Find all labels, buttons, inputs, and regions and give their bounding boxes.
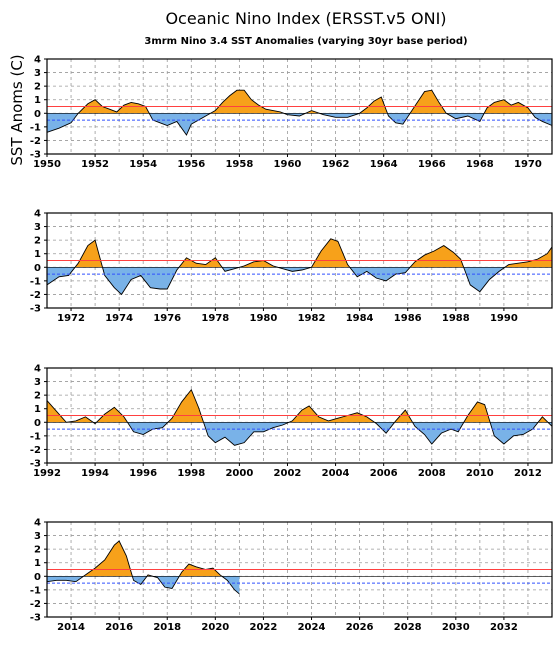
- x-tick-label: 1982: [298, 313, 326, 324]
- x-tick-label: 1956: [177, 159, 205, 170]
- x-tick-label: 2002: [274, 468, 302, 479]
- y-tick-label: 1: [34, 404, 41, 415]
- y-tick-label: 4: [34, 55, 41, 66]
- x-tick-label: 1964: [370, 159, 398, 170]
- y-tick-label: 3: [34, 222, 41, 233]
- x-tick-label: 1960: [274, 159, 302, 170]
- positive-anomaly-area: [47, 90, 552, 135]
- x-tick-label: 1962: [322, 159, 350, 170]
- x-tick-label: 2016: [105, 622, 133, 633]
- y-tick-label: 1: [34, 558, 41, 569]
- y-tick-label: 0: [34, 418, 41, 429]
- x-tick-label: 1994: [81, 468, 109, 479]
- x-tick-label: 2028: [394, 622, 422, 633]
- x-tick-label: 1986: [394, 313, 422, 324]
- chart-subtitle: 3mrm Nino 3.4 SST Anomalies (varying 30y…: [144, 36, 467, 47]
- x-tick-label: 2000: [225, 468, 253, 479]
- chart-title: Oceanic Nino Index (ERSST.v5 ONI): [165, 9, 446, 28]
- negative-anomaly-area: [47, 239, 552, 295]
- x-tick-label: 1966: [418, 159, 446, 170]
- x-tick-label: 2010: [466, 468, 494, 479]
- x-tick-label: 2008: [418, 468, 446, 479]
- y-tick-label: -3: [30, 304, 41, 315]
- y-tick-label: -3: [30, 613, 41, 624]
- y-tick-label: -2: [30, 445, 41, 456]
- positive-anomaly-area: [47, 390, 552, 446]
- x-tick-label: 2026: [346, 622, 374, 633]
- x-tick-label: 1952: [81, 159, 109, 170]
- y-axis-label: SST Anoms (C): [8, 54, 26, 165]
- x-tick-label: 2012: [514, 468, 542, 479]
- panel-4: -3 -2 -1 0 1 2 3 4 2014 2016 2018 2020 2022 2024 2026 2…: [30, 518, 552, 634]
- x-tick-label: 1998: [177, 468, 205, 479]
- x-tick-label: 1970: [514, 159, 542, 170]
- x-tick-label: 1958: [225, 159, 253, 170]
- y-tick-label: 1: [34, 249, 41, 260]
- x-tick-label: 2024: [298, 622, 326, 633]
- x-tick-label: 2032: [490, 622, 518, 633]
- y-tick-label: 4: [34, 209, 41, 220]
- y-tick-label: -2: [30, 599, 41, 610]
- y-tick-label: -1: [30, 276, 41, 287]
- x-tick-label: 2030: [442, 622, 470, 633]
- y-tick-label: 4: [34, 364, 41, 375]
- x-tick-label: 1974: [105, 313, 133, 324]
- y-tick-label: 2: [34, 391, 41, 402]
- panel-2: -3 -2 -1 0 1 2 3 4 1972 1974 1976 1978 1980 1982 1984 1…: [30, 209, 552, 325]
- x-tick-label: 2006: [370, 468, 398, 479]
- x-tick-label: 1978: [201, 313, 229, 324]
- y-tick-label: 0: [34, 263, 41, 274]
- y-tick-label: 0: [34, 109, 41, 120]
- y-tick-label: 3: [34, 531, 41, 542]
- x-tick-label: 1984: [346, 313, 374, 324]
- chart-panels: -3 -2 -1 0 1 2 3 4 1950 1952 1954 1956 1958 1960 1962 1…: [30, 55, 552, 634]
- x-tick-label: 1980: [250, 313, 278, 324]
- y-tick-label: 2: [34, 82, 41, 93]
- x-tick-label: 1954: [129, 159, 157, 170]
- y-tick-label: 0: [34, 572, 41, 583]
- y-tick-label: 2: [34, 236, 41, 247]
- x-tick-label: 1996: [129, 468, 157, 479]
- x-tick-label: 2004: [322, 468, 350, 479]
- y-tick-label: 4: [34, 518, 41, 529]
- y-tick-label: 2: [34, 545, 41, 556]
- y-tick-label: 3: [34, 377, 41, 388]
- y-tick-label: -1: [30, 122, 41, 133]
- y-tick-label: -1: [30, 585, 41, 596]
- y-tick-label: -2: [30, 136, 41, 147]
- y-tick-label: -1: [30, 431, 41, 442]
- x-tick-label: 1976: [153, 313, 181, 324]
- x-tick-label: 1968: [466, 159, 494, 170]
- y-tick-label: 1: [34, 95, 41, 106]
- x-tick-label: 1950: [33, 159, 61, 170]
- x-tick-label: 2022: [250, 622, 278, 633]
- x-tick-label: 2014: [57, 622, 85, 633]
- x-tick-label: 2018: [153, 622, 181, 633]
- x-tick-label: 2020: [201, 622, 229, 633]
- x-tick-label: 1992: [33, 468, 61, 479]
- x-tick-label: 1990: [490, 313, 518, 324]
- y-tick-label: -2: [30, 290, 41, 301]
- y-tick-label: 3: [34, 68, 41, 79]
- x-tick-label: 1988: [442, 313, 470, 324]
- x-tick-label: 1972: [57, 313, 85, 324]
